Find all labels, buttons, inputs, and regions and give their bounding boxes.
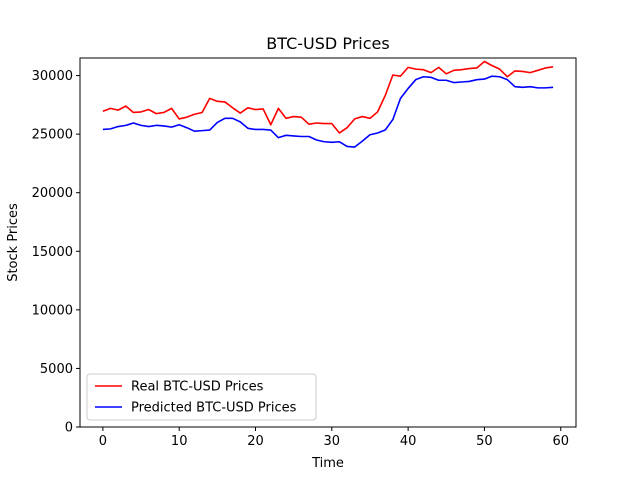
series-line-predicted (102, 75, 554, 148)
y-tick-label: 20000 (32, 186, 73, 201)
y-axis-ticks: 0 5000 10000 15000 20000 25000 30000 (32, 69, 80, 436)
y-tick-label: 0 (65, 421, 73, 436)
series-line-real (102, 60, 554, 134)
x-tick-label: 10 (171, 434, 188, 449)
axes-frame (79, 57, 577, 428)
plot-area (102, 60, 554, 148)
y-tick-label: 15000 (32, 245, 73, 260)
x-tick-label: 40 (400, 434, 417, 449)
x-tick-label: 0 (99, 434, 107, 449)
chart-title: BTC-USD Prices (266, 34, 389, 53)
y-tick-label: 30000 (32, 69, 73, 84)
legend-box (86, 373, 317, 421)
x-tick-label: 60 (552, 434, 569, 449)
x-axis-title: Time (311, 456, 344, 471)
x-axis-ticks: 0 10 20 30 40 50 60 (99, 427, 569, 449)
legend-label: Real BTC-USD Prices (131, 380, 264, 395)
y-tick-label: 10000 (32, 303, 73, 318)
y-tick-label: 25000 (32, 128, 73, 143)
y-tick-label: 5000 (40, 362, 73, 377)
x-tick-label: 30 (324, 434, 341, 449)
x-tick-label: 20 (247, 434, 264, 449)
y-axis-title: Stock Prices (6, 203, 21, 282)
x-tick-label: 50 (476, 434, 493, 449)
legend: Real BTC-USD Prices Predicted BTC-USD Pri… (86, 373, 317, 421)
legend-label: Predicted BTC-USD Prices (131, 401, 297, 416)
